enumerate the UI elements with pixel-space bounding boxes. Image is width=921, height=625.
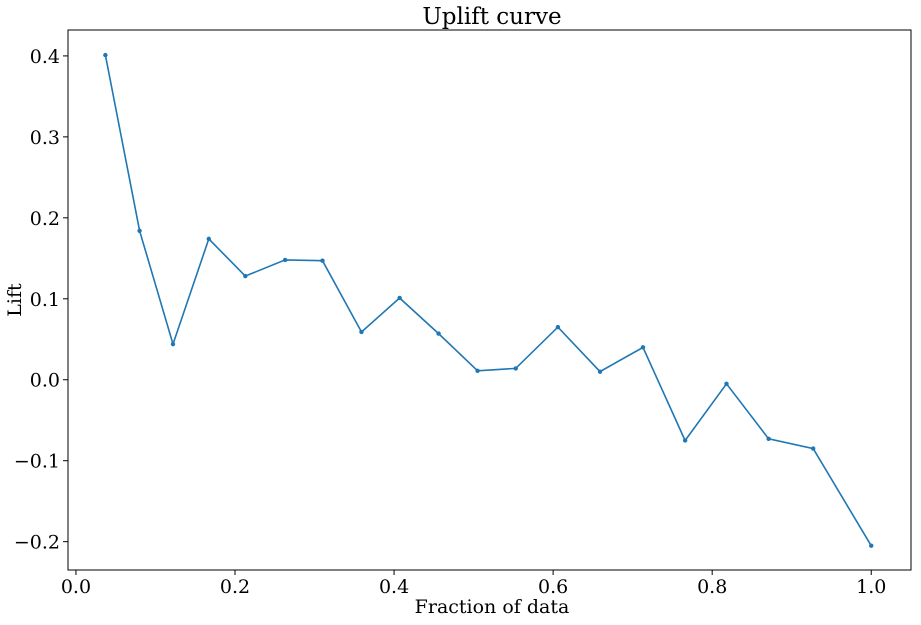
y-axis: −0.2 −0.1 0.0 0.1 0.2 0.3 0.4 xyxy=(14,46,68,554)
x-tick-label: 0.0 xyxy=(61,576,91,598)
data-point xyxy=(810,446,816,451)
plot-area xyxy=(103,52,874,548)
x-tick-label: 0.6 xyxy=(538,576,568,598)
data-point xyxy=(170,341,176,347)
data-point xyxy=(436,331,441,336)
data-point xyxy=(766,436,771,442)
data-point xyxy=(243,273,248,279)
x-axis: 0.0 0.2 0.4 0.6 0.8 1.0 xyxy=(61,570,886,598)
chart-title: Uplift curve xyxy=(422,4,561,30)
y-tick-label: 0.0 xyxy=(30,370,60,392)
x-axis-label: Fraction of data xyxy=(415,596,570,618)
data-point xyxy=(320,258,325,263)
data-point xyxy=(103,52,108,58)
data-point xyxy=(206,236,211,242)
data-point xyxy=(397,295,402,301)
x-tick-label: 0.2 xyxy=(220,576,250,598)
x-tick-label: 0.8 xyxy=(697,576,727,598)
y-tick-label: −0.1 xyxy=(14,451,60,473)
data-point xyxy=(282,257,288,263)
axes-frame xyxy=(67,29,912,571)
data-point xyxy=(724,381,729,386)
y-tick-label: 0.1 xyxy=(30,289,60,311)
x-tick-label: 1.0 xyxy=(856,576,886,598)
data-point xyxy=(682,438,688,443)
x-tick-label: 0.4 xyxy=(379,576,409,598)
data-point xyxy=(137,228,142,233)
data-point xyxy=(869,543,874,548)
data-point xyxy=(513,366,518,371)
data-point xyxy=(555,324,561,330)
y-tick-label: 0.2 xyxy=(30,208,60,230)
data-point xyxy=(640,345,646,350)
data-point xyxy=(597,369,603,374)
y-tick-label: 0.4 xyxy=(30,46,60,68)
y-tick-label: −0.2 xyxy=(14,532,60,554)
data-point xyxy=(475,368,480,374)
data-point xyxy=(359,329,364,335)
y-axis-label: Lift xyxy=(4,283,26,317)
y-tick-label: 0.3 xyxy=(30,127,60,149)
series-line xyxy=(104,54,872,547)
